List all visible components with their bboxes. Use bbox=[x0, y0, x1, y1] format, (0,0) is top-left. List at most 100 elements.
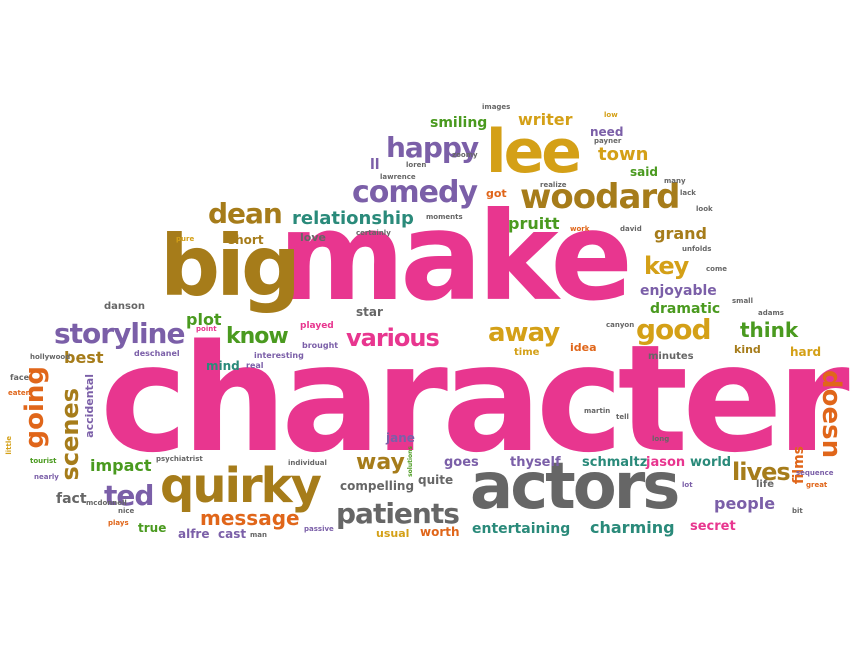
word-impact: impact bbox=[90, 456, 152, 475]
word-passive: passive bbox=[304, 525, 334, 533]
word-people: people bbox=[714, 494, 776, 513]
word-deschanel: deschanel bbox=[134, 349, 180, 358]
word-usual: usual bbox=[376, 527, 410, 540]
word-great: great bbox=[806, 481, 828, 489]
word-cast: cast bbox=[218, 527, 247, 541]
word-pure: pure bbox=[176, 235, 195, 243]
word-hollywood: hollywood bbox=[30, 353, 71, 361]
word-fact: fact bbox=[56, 491, 87, 507]
word-eaten: eaten bbox=[8, 389, 31, 397]
word-said: said bbox=[630, 165, 658, 179]
word-key: key bbox=[644, 252, 689, 280]
word-kind: kind bbox=[734, 343, 761, 356]
word-payner: payner bbox=[594, 137, 622, 145]
word-actors: actors bbox=[470, 450, 680, 524]
word-mcdonnell: mcdonnell bbox=[86, 499, 127, 507]
word-charming: charming bbox=[590, 518, 675, 537]
word-realize: realize bbox=[540, 181, 567, 189]
word-true: true bbox=[138, 521, 167, 535]
word-schmaltz: schmaltz bbox=[582, 455, 648, 470]
word-doesn: doesn bbox=[816, 370, 846, 459]
word-real: real bbox=[246, 361, 264, 370]
word-lot: lot bbox=[682, 481, 693, 489]
word-enjoyable: enjoyable bbox=[640, 283, 717, 299]
word-long: long bbox=[652, 435, 670, 443]
word-time: time bbox=[514, 347, 540, 358]
word-films: films bbox=[791, 446, 807, 485]
word-minutes: minutes bbox=[648, 351, 694, 362]
word-dean: dean bbox=[208, 197, 283, 230]
word-certainly: certainly bbox=[356, 229, 391, 237]
word-secret: secret bbox=[690, 519, 736, 534]
word-loren: loren bbox=[406, 161, 427, 169]
word-point: point bbox=[196, 325, 217, 333]
word-come: come bbox=[706, 265, 727, 273]
word-small: small bbox=[732, 297, 753, 305]
word-hard: hard bbox=[790, 345, 822, 359]
word-good: good bbox=[636, 313, 712, 346]
word-jane: jane bbox=[386, 431, 415, 445]
word-david: david bbox=[620, 225, 642, 233]
word-quirky: quirky bbox=[160, 458, 322, 514]
word-plays: plays bbox=[108, 519, 129, 527]
word-storyline: storyline bbox=[54, 317, 185, 350]
word-accidental: accidental bbox=[83, 374, 96, 438]
word-ll: ll bbox=[370, 157, 380, 173]
word-think: think bbox=[740, 318, 799, 342]
word-little: little bbox=[5, 436, 13, 455]
word-interesting: interesting bbox=[254, 351, 304, 360]
word-writer: writer bbox=[518, 110, 573, 129]
word-various: various bbox=[346, 324, 440, 352]
word-man: man bbox=[250, 531, 268, 539]
word-know: know bbox=[226, 324, 289, 349]
word-many: many bbox=[664, 177, 686, 185]
word-life: life bbox=[756, 479, 774, 490]
word-danson: danson bbox=[104, 301, 145, 312]
word-face: face bbox=[10, 373, 30, 382]
word-town: town bbox=[598, 144, 649, 165]
word-relationship: relationship bbox=[292, 208, 414, 229]
word-psychiatrist: psychiatrist bbox=[156, 455, 203, 463]
word-grand: grand bbox=[654, 224, 707, 243]
word-thyself: thyself bbox=[510, 455, 561, 470]
word-played: played bbox=[300, 321, 334, 331]
word-alfre: alfre bbox=[178, 527, 210, 541]
word-look: look bbox=[696, 205, 713, 213]
word-lack: lack bbox=[680, 189, 696, 197]
word-images: images bbox=[482, 103, 511, 111]
word-brought: brought bbox=[302, 341, 339, 350]
word-pruitt: pruitt bbox=[508, 214, 560, 233]
word-tell: tell bbox=[616, 413, 629, 421]
word-zoomy: zoomy bbox=[452, 151, 478, 159]
word-entertaining: entertaining bbox=[472, 521, 571, 537]
word-mind: mind bbox=[206, 359, 240, 373]
word-jason: jason bbox=[646, 455, 686, 470]
word-quite: quite bbox=[418, 473, 454, 487]
word-dramatic: dramatic bbox=[650, 301, 721, 317]
word-got: got bbox=[486, 187, 507, 200]
word-sequence: sequence bbox=[796, 469, 834, 477]
word-tourist: tourist bbox=[30, 457, 57, 465]
word-plot: plot bbox=[186, 310, 222, 329]
word-world: world bbox=[690, 455, 732, 470]
word-character: character bbox=[100, 313, 850, 485]
word-scenes: scenes bbox=[56, 388, 84, 481]
word-make: make bbox=[278, 186, 633, 328]
word-woodard: woodard bbox=[520, 177, 681, 217]
word-idea: idea bbox=[570, 341, 597, 354]
word-canyon: canyon bbox=[606, 321, 635, 329]
word-comedy: comedy bbox=[352, 175, 478, 210]
word-martin: martin bbox=[584, 407, 611, 415]
word-compelling: compelling bbox=[340, 479, 415, 493]
word-work: work bbox=[570, 225, 590, 233]
word-adams: adams bbox=[758, 309, 784, 317]
word-best: best bbox=[64, 348, 104, 367]
word-star: star bbox=[356, 305, 383, 319]
word-worth: worth bbox=[420, 525, 460, 539]
word-away: away bbox=[488, 318, 560, 348]
word-low: low bbox=[604, 111, 618, 119]
word-way: way bbox=[356, 450, 405, 475]
word-nice: nice bbox=[118, 507, 135, 515]
word-need: need bbox=[590, 125, 624, 139]
